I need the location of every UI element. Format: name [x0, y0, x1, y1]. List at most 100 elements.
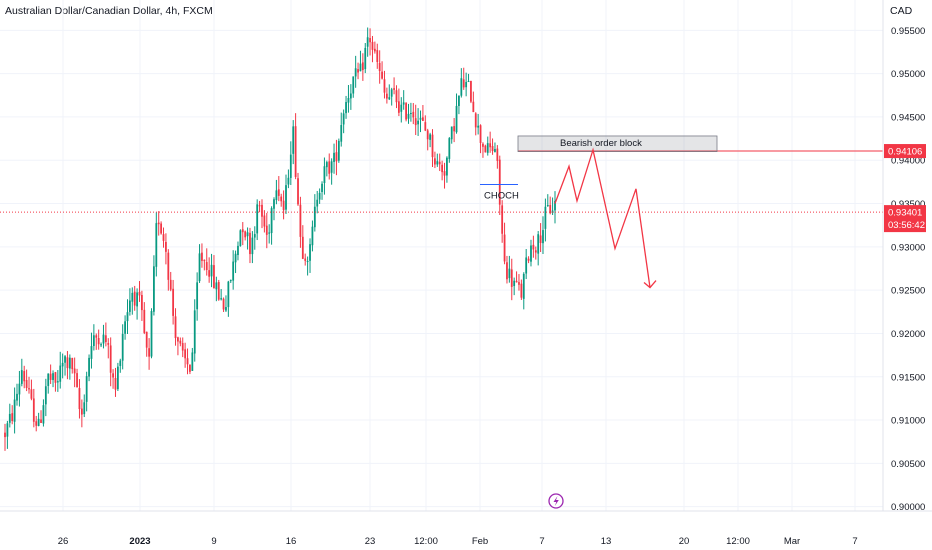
candle-body [220, 298, 223, 300]
candle-body [148, 348, 151, 357]
candle-body [232, 261, 235, 281]
candle [498, 155, 501, 215]
candle-body [30, 389, 33, 399]
candle [265, 212, 268, 249]
candle [44, 378, 47, 417]
candle-body [549, 205, 552, 214]
candle-body [251, 237, 254, 255]
candle-body [333, 152, 335, 162]
candle [92, 324, 95, 351]
candle-body [239, 230, 242, 247]
order-block-label: Bearish order block [560, 138, 642, 149]
candle-body [438, 161, 441, 165]
candle [249, 227, 251, 264]
flash-icon[interactable] [548, 493, 564, 509]
candle [527, 256, 530, 264]
candle [448, 137, 451, 163]
candle [37, 412, 40, 427]
candle [506, 255, 508, 284]
candle-body [546, 205, 549, 207]
candle [530, 239, 532, 267]
candle-body [400, 104, 403, 112]
candle-body [280, 196, 283, 202]
candle-body [477, 125, 480, 128]
candle [124, 315, 126, 340]
candle [479, 124, 482, 154]
candle-body [157, 222, 160, 225]
candle [414, 104, 417, 136]
candle-body [323, 166, 326, 184]
candle-body [282, 200, 285, 211]
candle-body [160, 223, 163, 234]
candle-body [258, 205, 261, 207]
candle-body [422, 117, 424, 121]
candle [61, 353, 64, 379]
candle [436, 153, 439, 167]
candle-body [92, 335, 95, 347]
candle [321, 181, 323, 200]
candle [465, 72, 468, 97]
candle-body [306, 261, 309, 263]
candles-layer [4, 27, 556, 451]
candle-body [71, 357, 74, 370]
y-tick-label: 0.91500 [891, 372, 925, 383]
candle [292, 120, 295, 165]
candle [140, 290, 143, 321]
candle-body [301, 236, 304, 259]
candle-body [426, 130, 429, 140]
candle [16, 383, 18, 406]
y-tick-label: 0.95500 [891, 26, 925, 37]
candle-body [515, 280, 518, 283]
x-tick-label: 12:00 [414, 536, 438, 547]
candle-body [174, 316, 177, 339]
candle-body [229, 279, 232, 282]
candle [366, 27, 369, 57]
candle [25, 369, 28, 392]
candle-body [213, 265, 215, 289]
candle-body [412, 111, 415, 118]
candle-body [424, 122, 427, 131]
candle-body [313, 206, 316, 228]
candle-body [513, 280, 516, 287]
candle-body [109, 345, 112, 373]
candle [64, 355, 66, 376]
candle-body [64, 356, 66, 363]
candle [97, 329, 100, 350]
candle-body [162, 234, 165, 241]
candle [239, 229, 242, 247]
candle-body [167, 252, 170, 280]
candle-body [462, 79, 465, 88]
candle [446, 156, 448, 183]
candle-body [393, 88, 395, 90]
candle [237, 241, 239, 261]
candle-body [311, 226, 314, 246]
candle [525, 248, 528, 280]
candle-body [316, 199, 319, 207]
candle-body [40, 419, 42, 423]
chart-title: Australian Dollar/Canadian Dollar, 4h, F… [5, 5, 213, 17]
candle-body [8, 413, 11, 423]
candle [241, 222, 244, 246]
candle [258, 200, 261, 213]
candle [121, 324, 124, 370]
candle [261, 199, 263, 229]
candle-body [59, 365, 62, 382]
candle-body [544, 206, 547, 229]
candle [83, 394, 86, 418]
candle [138, 281, 141, 302]
candle [210, 253, 213, 288]
candle-body [376, 50, 379, 62]
candle [388, 84, 391, 101]
candle [88, 354, 90, 382]
candle-body [359, 63, 362, 72]
candle-body [138, 291, 141, 296]
candle [68, 354, 71, 380]
candle-body [277, 189, 280, 196]
candle [167, 249, 170, 291]
candle [496, 145, 499, 169]
candle-body [325, 162, 328, 168]
candle [126, 299, 129, 335]
candle-body [373, 48, 376, 52]
candle-body [388, 97, 391, 100]
